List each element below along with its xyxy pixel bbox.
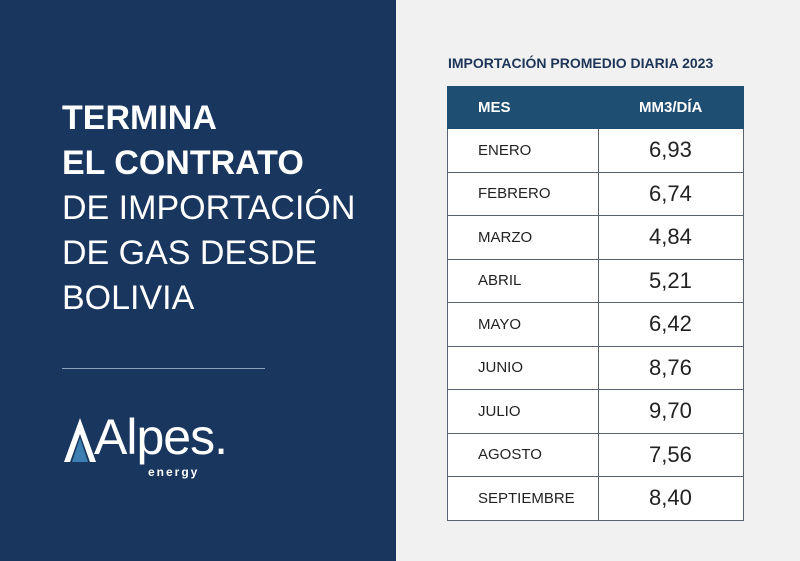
- month-cell: MARZO: [447, 215, 599, 260]
- month-cell: SEPTIEMBRE: [447, 476, 599, 521]
- logo-mountain-icon: [64, 418, 96, 462]
- month-cell: MAYO: [447, 302, 599, 347]
- table-row: MAYO 6,42: [447, 302, 744, 347]
- divider: [62, 368, 265, 369]
- table-row: AGOSTO 7,56: [447, 432, 744, 477]
- value-cell: 5,21: [598, 258, 744, 303]
- month-cell: ENERO: [447, 128, 599, 173]
- value-cell: 8,40: [598, 476, 744, 521]
- month-cell: JUNIO: [447, 345, 599, 390]
- column-header: MES: [447, 86, 599, 129]
- table-row: JUNIO 8,76: [447, 345, 744, 390]
- headline-line: DE GAS DESDE: [62, 234, 318, 272]
- left-panel: TERMINA EL CONTRATO DE IMPORTACIÓN DE GA…: [0, 0, 396, 561]
- import-table: MES MM3/DÍA ENERO 6,93 FEBRERO 6,74 MARZO 4,8…: [447, 86, 744, 521]
- headline-line: EL CONTRATO: [62, 144, 304, 182]
- table-row: JULIO 9,70: [447, 389, 744, 434]
- alpes-logo: Alpes. energy: [60, 412, 260, 482]
- value-cell: 6,74: [598, 171, 744, 216]
- value-cell: 4,84: [598, 215, 744, 260]
- table-row: ABRIL 5,21: [447, 258, 744, 303]
- table-row: ENERO 6,93: [447, 128, 744, 173]
- value-cell: 6,42: [598, 302, 744, 347]
- table-row: FEBRERO 6,74: [447, 171, 744, 216]
- month-cell: JULIO: [447, 389, 599, 434]
- logo-subtext: energy: [148, 465, 200, 479]
- value-cell: 8,76: [598, 345, 744, 390]
- month-cell: ABRIL: [447, 258, 599, 303]
- value-cell: 6,93: [598, 128, 744, 173]
- headline-line: BOLIVIA: [62, 279, 195, 317]
- month-cell: FEBRERO: [447, 171, 599, 216]
- headline-line: DE IMPORTACIÓN: [62, 189, 356, 227]
- table-row: SEPTIEMBRE 8,40: [447, 476, 744, 521]
- column-header: MM3/DÍA: [598, 86, 744, 129]
- table-title: IMPORTACIÓN PROMEDIO DIARIA 2023: [448, 55, 714, 71]
- headline-line: TERMINA: [62, 99, 217, 137]
- logo-text: Alpes.: [94, 409, 228, 465]
- value-cell: 7,56: [598, 432, 744, 477]
- table-row: MARZO 4,84: [447, 215, 744, 260]
- value-cell: 9,70: [598, 389, 744, 434]
- month-cell: AGOSTO: [447, 432, 599, 477]
